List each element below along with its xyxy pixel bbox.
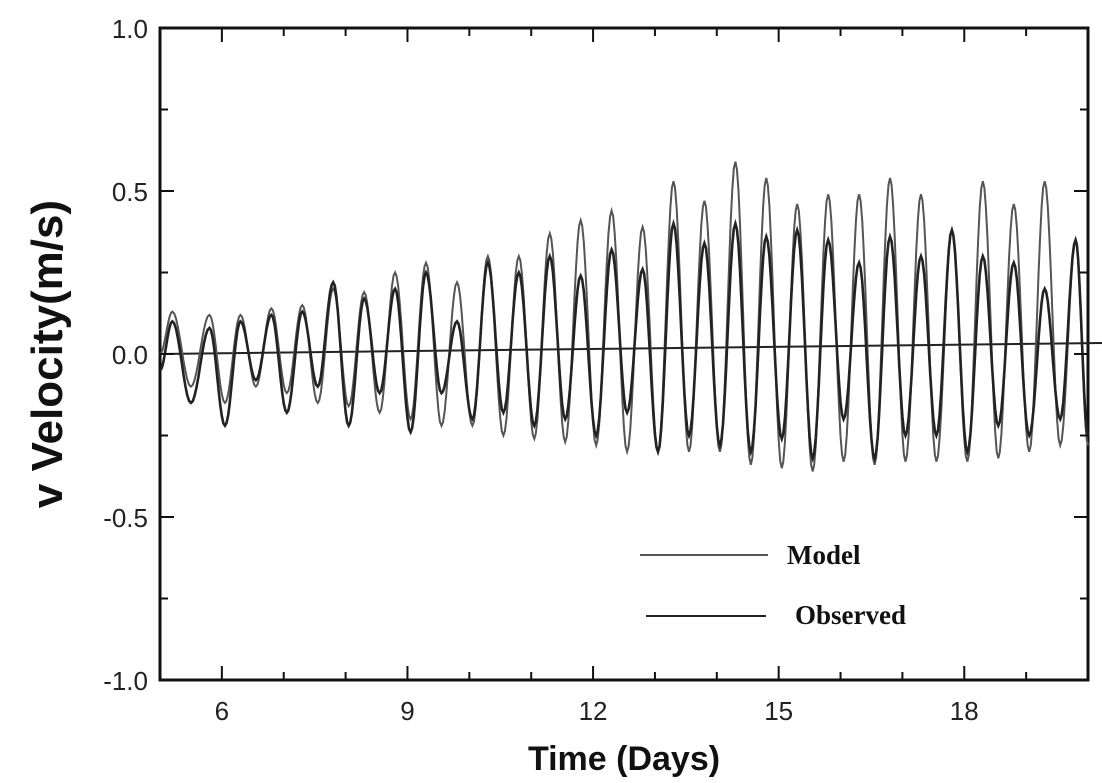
x-tick-label-9: 9: [400, 696, 414, 726]
plot-frame: [158, 26, 1090, 682]
series-line-observed: [159, 218, 1090, 464]
series-line-model: [159, 161, 1089, 472]
y-tick-label-1: 0.5: [112, 177, 148, 207]
x-tick-label-18: 18: [950, 696, 979, 726]
series-layer: [159, 161, 1090, 472]
legend-label-model: Model: [787, 540, 861, 570]
y-tick-label-4: -1.0: [103, 666, 148, 696]
y-tick-label-2: 0.0: [112, 340, 148, 370]
x-tick-label-6: 6: [215, 696, 229, 726]
y-axis: 1.0 0.5 0.0 -0.5 -1.0: [103, 14, 1088, 696]
x-tick-label-12: 12: [579, 696, 608, 726]
y-tick-label-3: -0.5: [103, 503, 148, 533]
x-axis-title: Time (Days): [528, 740, 720, 778]
y-tick-label-0: 1.0: [112, 14, 148, 44]
legend-label-observed: Observed: [795, 600, 906, 630]
x-tick-label-15: 15: [764, 696, 793, 726]
plot-area: [158, 26, 1102, 682]
y-axis-title: v Velocity(m/s): [23, 200, 72, 508]
legend: Model Observed: [640, 540, 906, 630]
x-axis: 6 9 12 15 18: [159, 28, 1089, 726]
